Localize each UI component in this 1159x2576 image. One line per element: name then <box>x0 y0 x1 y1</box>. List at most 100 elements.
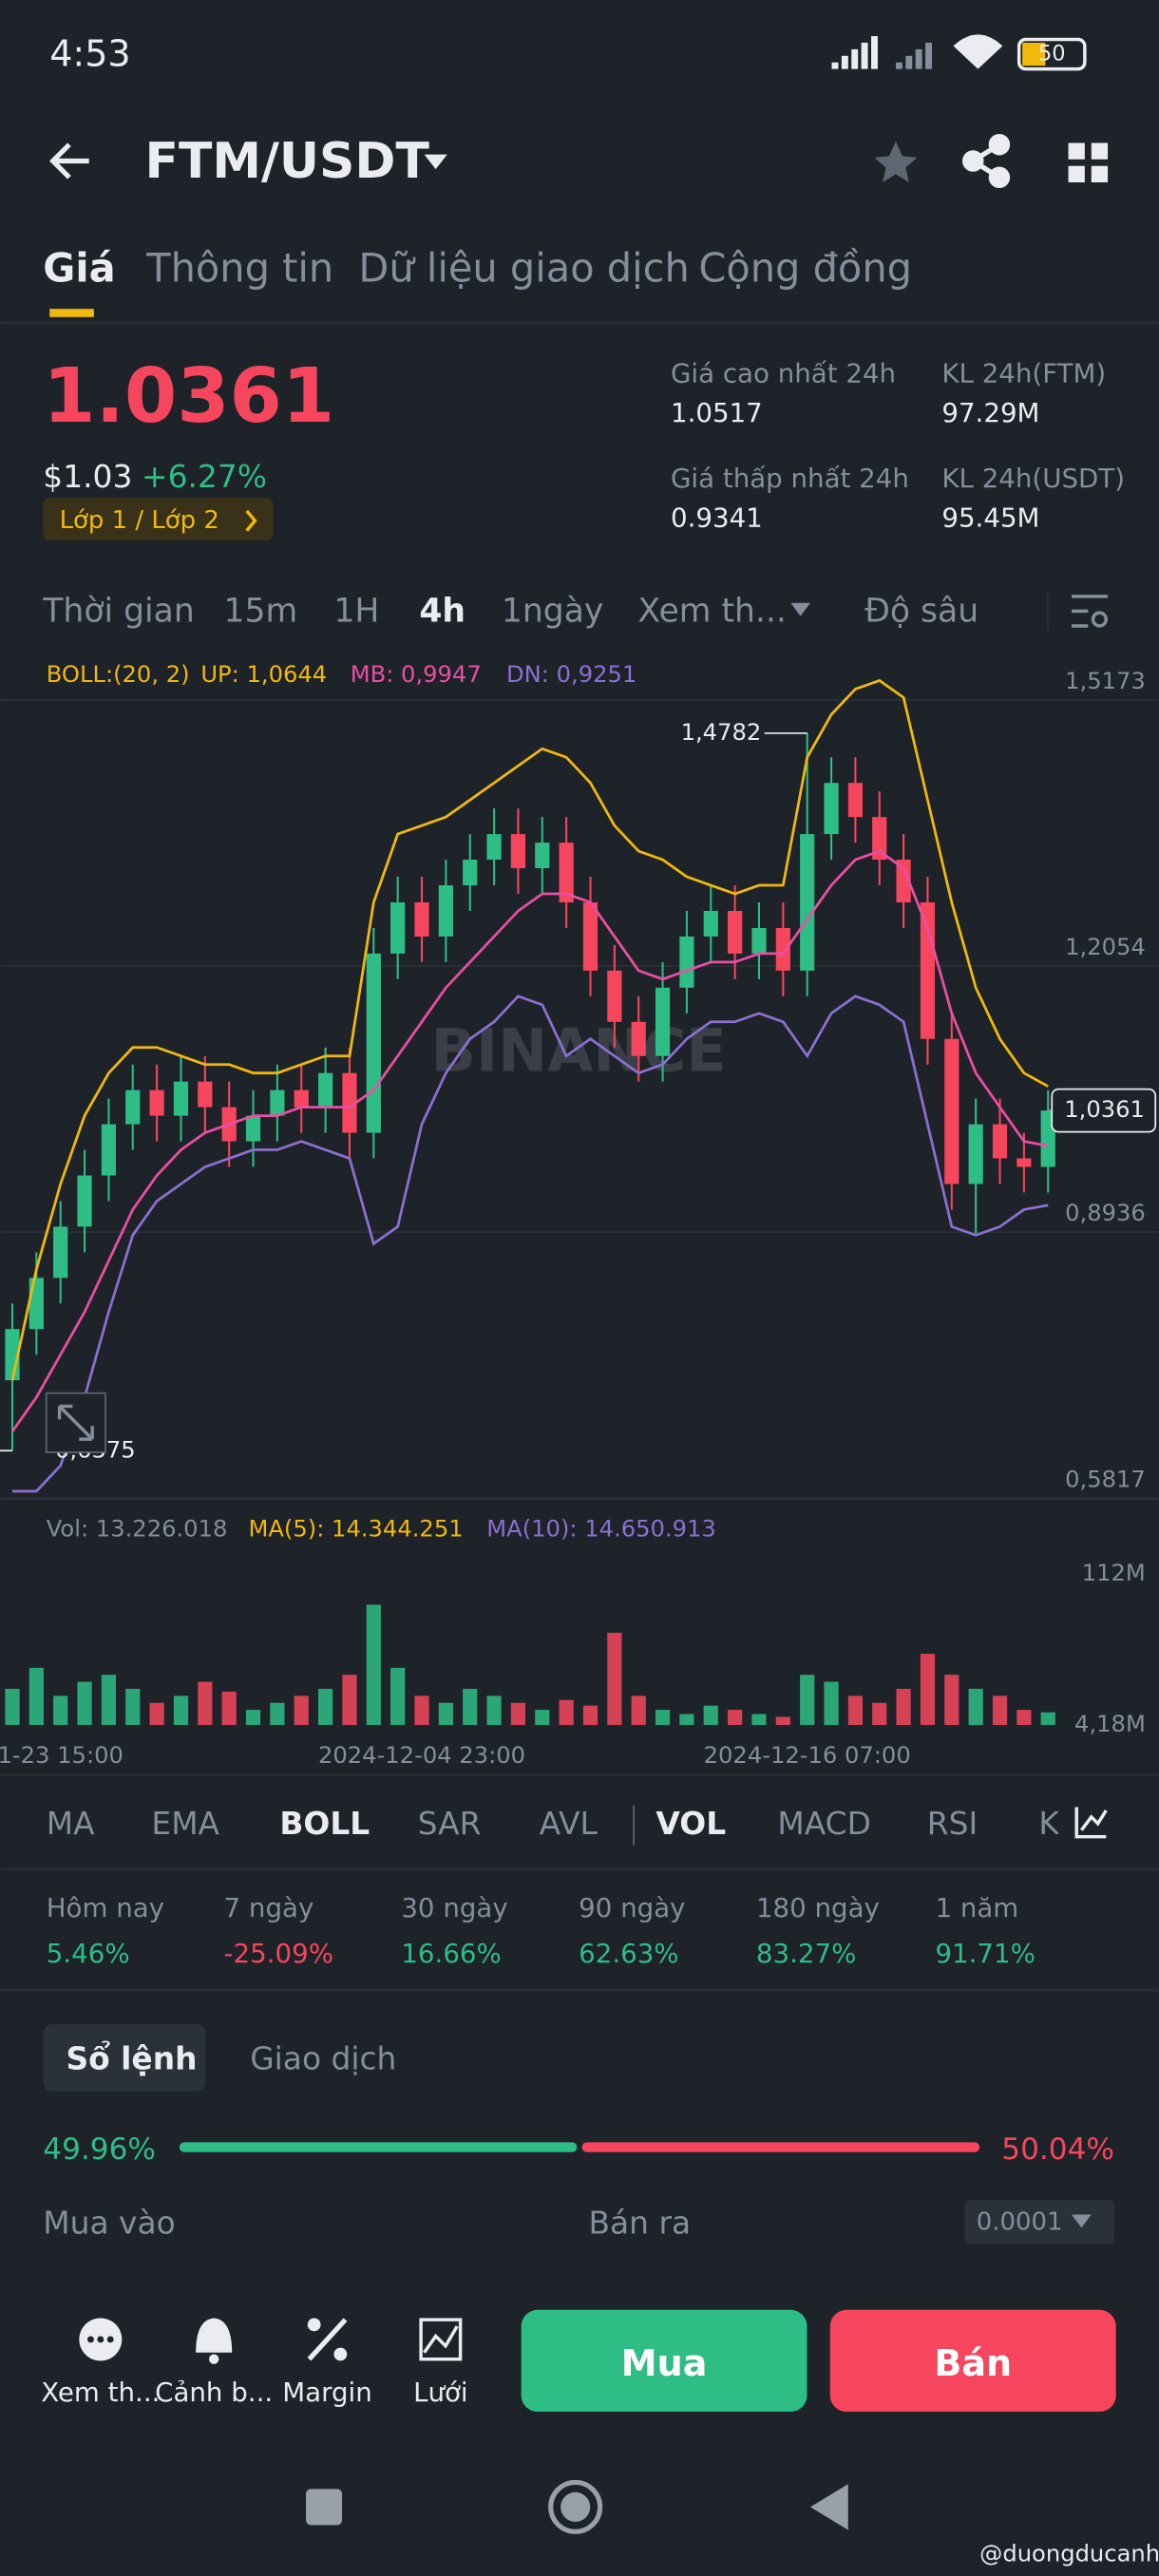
candle-body <box>28 1278 44 1330</box>
volume-legend: MA(5): 14.344.251 <box>248 1515 463 1542</box>
buy-button[interactable] <box>521 2309 808 2413</box>
buy-button-label[interactable]: Mua <box>621 2342 708 2384</box>
sell-button[interactable] <box>829 2309 1116 2413</box>
indicator-tab[interactable]: VOL <box>656 1805 726 1842</box>
action-label[interactable]: Xem th... <box>41 2377 160 2408</box>
volume-bar <box>414 1695 429 1726</box>
tab-fade <box>1058 1790 1159 1857</box>
indicator-tab[interactable]: K <box>1038 1805 1060 1842</box>
separator <box>633 1805 635 1846</box>
tab[interactable]: Dữ liệu giao dịch <box>358 244 689 291</box>
stat-value: 1.0517 <box>671 397 763 428</box>
stat-label: KL 24h(FTM) <box>941 357 1106 388</box>
candle-body <box>631 1021 646 1056</box>
pair-title[interactable]: FTM/USDT <box>145 133 430 190</box>
candle-body <box>101 1124 117 1176</box>
share-icon[interactable] <box>961 133 1011 189</box>
sell-header: Bán ra <box>589 2204 692 2241</box>
nav-home[interactable] <box>548 2479 603 2534</box>
chart-settings[interactable] <box>1072 595 1109 628</box>
indicator-tab[interactable]: EMA <box>151 1805 219 1842</box>
nav-recents[interactable] <box>306 2489 343 2526</box>
interval[interactable]: 4h <box>419 593 466 631</box>
layer-badge[interactable] <box>43 498 274 541</box>
indicator-tab[interactable]: SAR <box>418 1805 482 1842</box>
period-label: 7 ngày <box>224 1892 314 1923</box>
watermark: @duongducanhb <box>979 2541 1159 2567</box>
back-button[interactable] <box>48 142 89 180</box>
interval[interactable]: 1ngày <box>502 593 604 631</box>
tab[interactable]: Thông tin <box>145 244 333 291</box>
x-tick-label: 1-23 15:00 <box>0 1742 124 1769</box>
indicator-tab[interactable]: BOLL <box>279 1805 370 1842</box>
action-label[interactable]: Cảnh b... <box>155 2377 273 2408</box>
candle-body <box>655 987 671 1056</box>
tab[interactable]: Cộng đồng <box>698 244 912 291</box>
volume-legend: MA(10): 14.650.913 <box>486 1515 716 1542</box>
nav-back[interactable] <box>810 2484 848 2530</box>
favorite-icon[interactable] <box>874 141 918 182</box>
period-value: 16.66% <box>401 1938 501 1969</box>
period-label: 1 năm <box>935 1892 1018 1923</box>
interval[interactable]: Độ sâu <box>864 593 978 631</box>
step-value: 0.0001 <box>977 2208 1063 2237</box>
indicator-tab[interactable]: MACD <box>777 1805 871 1842</box>
indicator-tab[interactable]: AVL <box>540 1805 598 1842</box>
interval[interactable]: 1H <box>333 593 379 631</box>
candle-body <box>317 1072 333 1108</box>
menu-icon[interactable] <box>1068 142 1109 182</box>
volume-bar <box>896 1688 911 1726</box>
volume-bar <box>342 1675 357 1726</box>
period-value: 5.46% <box>47 1938 130 1969</box>
volume-bar <box>582 1705 598 1726</box>
buy-ratio: 49.96% <box>43 2132 156 2167</box>
pair-dropdown[interactable] <box>424 154 447 170</box>
usd-price: $1.03 <box>43 458 132 495</box>
expand-icon[interactable] <box>45 1392 106 1453</box>
candle-body <box>125 1089 141 1125</box>
stat-value: 97.29M <box>941 397 1039 428</box>
action-label[interactable]: Lưới <box>413 2377 468 2408</box>
volume-bar <box>535 1710 550 1726</box>
candle-body <box>414 902 429 937</box>
candle-body <box>703 910 718 937</box>
sell-button-label[interactable]: Bán <box>934 2342 1012 2384</box>
stat-value: 95.45M <box>941 502 1039 534</box>
interval[interactable]: Xem th... <box>637 593 787 631</box>
price-change: +6.27% <box>142 458 267 495</box>
buy-header: Mua vào <box>43 2204 175 2241</box>
stat-label: KL 24h(USDT) <box>941 463 1125 494</box>
tab[interactable]: Giá <box>43 244 115 291</box>
indicator-legend: BOLL:(20, 2) <box>47 661 190 688</box>
interval[interactable]: Thời gian <box>42 593 194 631</box>
volume-bar <box>486 1695 502 1726</box>
volume-bar <box>775 1716 790 1726</box>
period-label: 90 ngày <box>579 1892 685 1923</box>
candle-body <box>245 1115 261 1142</box>
candle-body <box>270 1089 285 1116</box>
interval[interactable]: 15m <box>224 593 298 631</box>
indicator-settings[interactable] <box>1074 1807 1108 1839</box>
candle-body <box>1016 1158 1032 1167</box>
candle-body <box>607 970 622 1022</box>
candle-body <box>824 783 839 835</box>
tab-indicator <box>49 309 94 317</box>
indicator-tab[interactable]: RSI <box>927 1805 978 1842</box>
volume-bar <box>77 1681 92 1726</box>
step-select[interactable] <box>964 2199 1114 2245</box>
volume-bar <box>992 1695 1008 1726</box>
volume-bar <box>920 1654 936 1726</box>
candle-body <box>463 860 478 886</box>
indicator-tab[interactable]: MA <box>47 1805 95 1842</box>
tab-active[interactable] <box>43 2023 206 2092</box>
candle-body <box>77 1175 92 1227</box>
chevron <box>245 509 257 532</box>
candle-body <box>896 860 911 903</box>
action-icons[interactable] <box>79 2318 463 2364</box>
volume-bar <box>679 1714 694 1726</box>
volume-bar <box>149 1702 164 1726</box>
orderbook-tab[interactable]: Sổ lệnh <box>66 2038 198 2076</box>
orderbook-tab[interactable]: Giao dịch <box>250 2039 396 2076</box>
action-label[interactable]: Margin <box>282 2377 371 2408</box>
